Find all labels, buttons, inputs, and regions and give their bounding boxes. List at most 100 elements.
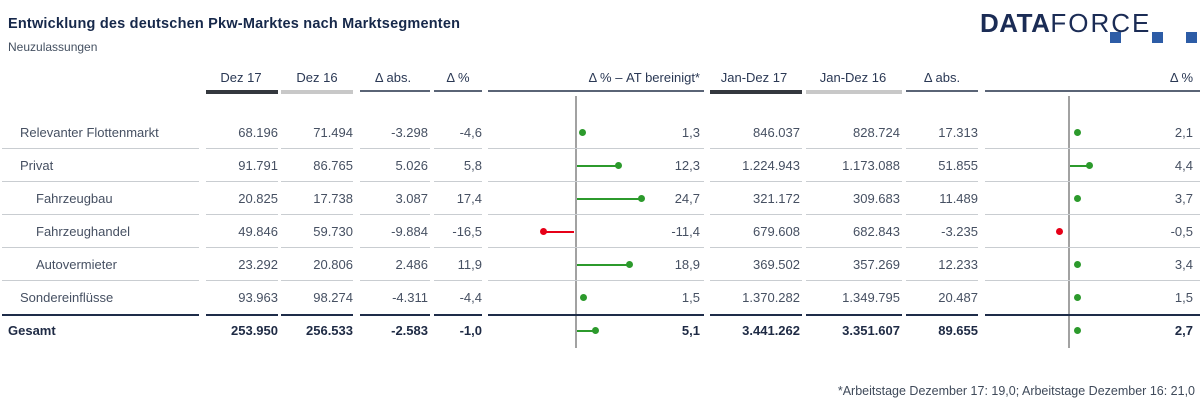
cell-jan-dez-16: 1.349.795 [842,290,900,305]
row-separator [206,247,278,248]
cell-jan-dez-16: 828.724 [853,125,900,140]
row-label: Relevanter Flottenmarkt [20,125,159,140]
table-header: Dez 17 Dez 16 Δ abs. Δ % Δ % – AT berein… [0,64,1200,96]
row-separator [906,181,978,182]
cell-delta-pct-at-bereinigt: 1,5 [681,290,700,305]
cell-delta-pct-jan-dez: -0,5 [1170,224,1193,239]
logo-square-icon [1186,32,1197,43]
header-underline-at [488,90,704,92]
cell-delta-pct-jan-dez: 2,7 [1174,323,1193,338]
cell-delta-abs: 5.026 [395,158,428,173]
cell-delta-pct: -16,5 [452,224,482,239]
row-separator [281,280,353,281]
total-row-top-border [206,314,278,316]
cell-delta-abs-jan-dez: 17.313 [938,125,978,140]
deviation-line [1070,164,1087,167]
row-separator [985,148,1200,149]
cell-delta-pct-jan-dez: 3,4 [1174,257,1193,272]
total-row-top-border [2,314,199,316]
row-label: Autovermieter [36,257,117,272]
cell-delta-abs: -9.884 [391,224,428,239]
positive-dot-marker [625,261,633,268]
row-separator [710,148,802,149]
row-separator [206,148,278,149]
row-separator [488,280,704,281]
table-row: Autovermieter 23.292 20.806 2.486 11,9 1… [0,248,1200,281]
cell-dez-16: 71.494 [313,125,353,140]
row-label: Gesamt [8,323,56,338]
cell-dez-16: 20.806 [313,257,353,272]
table-body: Relevanter Flottenmarkt 68.196 71.494 -3… [0,116,1200,347]
row-separator [360,181,430,182]
header-underline-dez17 [206,90,278,94]
cell-delta-abs-jan-dez: 89.655 [938,323,978,338]
total-row-top-border [906,314,978,316]
negative-dot-marker [539,228,547,235]
row-separator [206,214,278,215]
positive-dot-marker [1073,261,1081,268]
row-label: Privat [20,158,54,173]
total-row-top-border [360,314,430,316]
cell-delta-pct: 17,4 [456,191,482,206]
cell-jan-dez-16: 682.843 [853,224,900,239]
header-underline-dabs2 [906,90,978,92]
table-row: Fahrzeugbau 20.825 17.738 3.087 17,4 24,… [0,182,1200,215]
cell-delta-pct-jan-dez: 3,7 [1174,191,1193,206]
column-header-delta-abs-jan-dez: Δ abs. [923,70,961,85]
cell-delta-abs: 2.486 [395,257,428,272]
column-header-delta-pct-at-bereinigt: Δ % – AT bereinigt* [588,70,700,85]
column-header-jan-dez-17: Jan-Dez 17 [720,70,788,85]
cell-delta-pct: 5,8 [463,158,482,173]
logo-word-force: FORCE [1050,8,1152,38]
cell-delta-abs-jan-dez: 12.233 [938,257,978,272]
cell-jan-dez-17: 679.608 [753,224,800,239]
row-label: Fahrzeughandel [36,224,130,239]
cell-dez-17: 20.825 [238,191,278,206]
row-separator [488,247,704,248]
dot-plot-axis-at-bereinigt [575,96,577,348]
row-separator [2,280,199,281]
total-row-top-border [488,314,704,316]
cell-dez-16: 59.730 [313,224,353,239]
cell-jan-dez-17: 1.224.943 [742,158,800,173]
cell-delta-pct-at-bereinigt: 1,3 [681,125,700,140]
table-row: Gesamt 253.950 256.533 -2.583 -1,0 5,1 3… [0,314,1200,347]
deviation-line [577,164,616,167]
total-row-top-border [806,314,902,316]
row-separator [434,247,482,248]
positive-dot-marker [579,294,587,301]
positive-dot-marker [578,129,586,136]
cell-jan-dez-16: 1.173.088 [842,158,900,173]
column-header-dez-16: Dez 16 [296,70,338,85]
row-separator [281,148,353,149]
deviation-line [546,230,574,233]
cell-jan-dez-16: 309.683 [853,191,900,206]
row-label: Sondereinflüsse [20,290,114,305]
cell-delta-abs: -3.298 [391,125,428,140]
cell-delta-pct-at-bereinigt: 12,3 [674,158,700,173]
cell-jan-dez-16: 357.269 [853,257,900,272]
cell-jan-dez-17: 369.502 [753,257,800,272]
positive-dot-marker [1085,162,1093,169]
cell-dez-17: 49.846 [238,224,278,239]
positive-dot-marker [637,195,645,202]
cell-dez-16: 86.765 [313,158,353,173]
row-separator [906,214,978,215]
row-separator [434,214,482,215]
header-underline-dez16 [281,90,353,94]
column-header-delta-pct: Δ % [446,70,470,85]
total-row-top-border [281,314,353,316]
cell-dez-17: 93.963 [238,290,278,305]
row-separator [281,214,353,215]
table-row: Privat 91.791 86.765 5.026 5,8 12,3 1.22… [0,149,1200,182]
cell-delta-pct: 11,9 [457,257,482,272]
deviation-line [577,197,639,200]
negative-dot-marker [1055,228,1063,235]
positive-dot-marker [1073,327,1081,334]
cell-delta-abs: 3.087 [395,191,428,206]
cell-dez-16: 256.533 [306,323,353,338]
row-separator [985,214,1200,215]
cell-delta-pct: -1,0 [459,323,482,338]
row-separator [710,214,802,215]
row-separator [434,148,482,149]
